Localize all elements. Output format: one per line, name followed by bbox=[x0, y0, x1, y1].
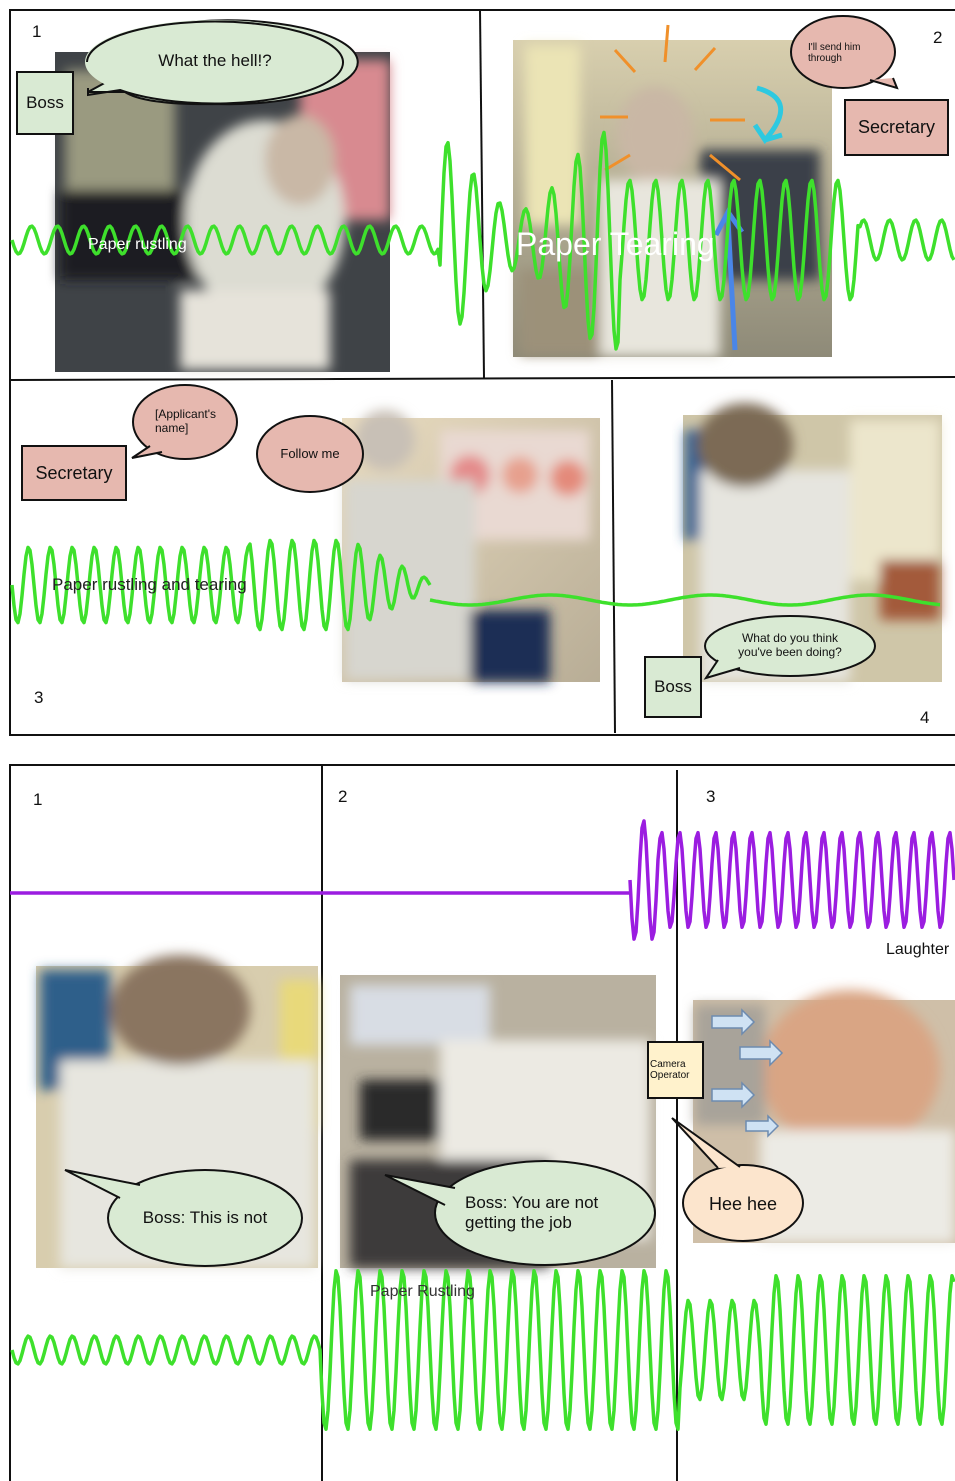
photos bbox=[36, 24, 955, 1268]
panel-number: 1 bbox=[33, 790, 43, 809]
speaker-label: Boss bbox=[26, 93, 64, 113]
speech-text: Boss: This is not bbox=[142, 1208, 268, 1228]
panel-number: 3 bbox=[34, 688, 44, 707]
burst-lines bbox=[600, 24, 745, 182]
sound-wave bbox=[429, 593, 941, 607]
panel-number: 4 bbox=[920, 708, 930, 727]
speech-text: Follow me bbox=[280, 445, 340, 461]
speech-text: I'll send him through bbox=[808, 41, 861, 65]
speech-text: Boss: You are not getting the job bbox=[465, 1193, 599, 1232]
panel-number: 2 bbox=[933, 28, 943, 47]
sound-label: Paper rustling bbox=[88, 236, 187, 253]
speech-text: What the hell!? bbox=[158, 51, 272, 71]
speech-text: Hee hee bbox=[708, 1193, 778, 1214]
motion-arrows bbox=[711, 1008, 784, 1138]
panel-number: 1 bbox=[32, 22, 42, 41]
speaker-label: Camera Operator bbox=[650, 1058, 690, 1082]
turn-arrow bbox=[752, 85, 784, 145]
speaker-label: Boss bbox=[654, 677, 692, 697]
sound-label: Paper rustling and tearing bbox=[52, 575, 247, 594]
speech-text: What do you think you've been doing? bbox=[738, 631, 842, 659]
sound-wave bbox=[10, 1269, 955, 1431]
speech-text: [Applicant's name] bbox=[155, 407, 216, 435]
speaker-label: Secretary bbox=[857, 117, 936, 138]
sound-wave bbox=[10, 130, 955, 351]
speaker-label: Secretary bbox=[35, 462, 113, 483]
sound-label: Paper Tearing bbox=[516, 226, 715, 262]
sound-wave bbox=[10, 538, 432, 632]
panel-number: 2 bbox=[338, 787, 348, 806]
panel-number: 3 bbox=[706, 787, 716, 806]
sound-label: Laughter bbox=[886, 941, 950, 958]
sound-waves bbox=[10, 130, 955, 1431]
sound-label: Paper Rustling bbox=[370, 1283, 475, 1300]
sound-wave bbox=[628, 819, 955, 941]
speech-bubbles bbox=[16, 15, 949, 1267]
